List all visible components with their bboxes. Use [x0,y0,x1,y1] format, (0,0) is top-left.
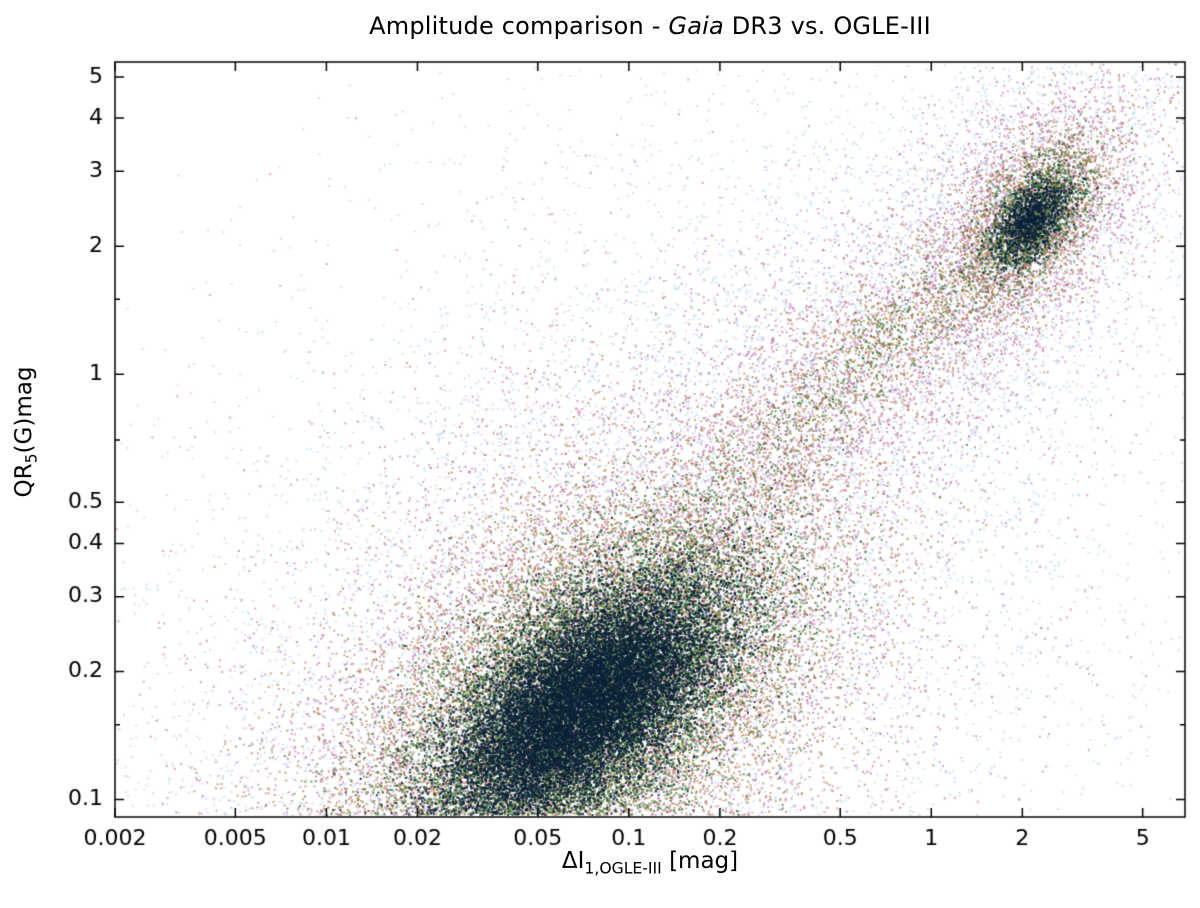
chart-title-text: Amplitude comparison - [369,12,669,40]
x-axis-label-subscript: 1,OGLE-III [584,858,662,878]
chart-title: Amplitude comparison - Gaia DR3 vs. OGLE… [115,12,1185,40]
y-axis-label-unit: (G)mag [11,366,38,454]
y-axis-label: QR5(G)mag [11,367,41,498]
chart-title-suffix: DR3 vs. OGLE-III [723,12,931,40]
x-axis-label: ΔI1,OGLE-III [mag] [115,848,1185,878]
chart-title-italic: Gaia [668,12,724,40]
y-axis-label-main: QR [11,463,38,498]
x-axis-label-main: ΔI [561,848,585,874]
x-axis-label-unit: [mag] [661,848,739,874]
y-axis-label-subscript: 5 [21,453,41,464]
